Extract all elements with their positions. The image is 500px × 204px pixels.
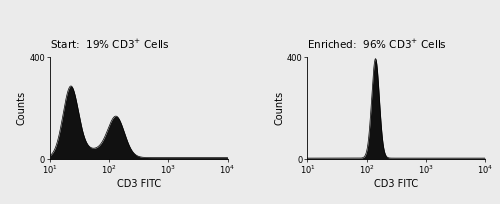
X-axis label: CD3 FITC: CD3 FITC <box>374 179 418 189</box>
Text: Enriched:  96% CD3$^{\mathregular{+}}$ Cells: Enriched: 96% CD3$^{\mathregular{+}}$ Ce… <box>308 38 448 51</box>
Text: Start:  19% CD3$^{\mathregular{+}}$ Cells: Start: 19% CD3$^{\mathregular{+}}$ Cells <box>50 38 170 51</box>
Y-axis label: Counts: Counts <box>274 91 284 125</box>
X-axis label: CD3 FITC: CD3 FITC <box>116 179 161 189</box>
Y-axis label: Counts: Counts <box>16 91 26 125</box>
